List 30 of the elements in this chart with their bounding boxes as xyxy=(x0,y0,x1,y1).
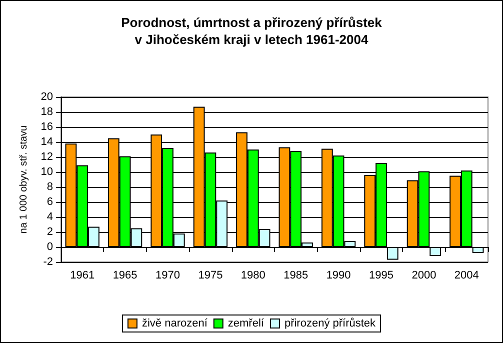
y-axis-title: na 1 000 obyv. stř. stavu xyxy=(18,125,30,234)
bar xyxy=(472,247,484,253)
y-tick-label: 10 xyxy=(40,166,53,178)
y-tick-label: 0 xyxy=(46,241,53,253)
y-tick-label: 4 xyxy=(46,211,53,223)
y-tick-label: 8 xyxy=(46,181,53,193)
x-tick-label: 1985 xyxy=(284,270,308,282)
x-tick-label: 1990 xyxy=(326,270,351,282)
legend-label: živě narození xyxy=(142,318,208,330)
y-tick-label: 20 xyxy=(40,91,53,103)
x-tick-label: 2000 xyxy=(412,270,436,282)
y-tick-label: 2 xyxy=(46,226,53,238)
y-tick-label: 6 xyxy=(46,196,53,208)
x-tick-label: 1980 xyxy=(240,270,266,282)
x-tick-label: 1965 xyxy=(112,270,138,282)
x-tick-label: 1995 xyxy=(369,270,394,282)
y-tick-label: 18 xyxy=(40,106,53,118)
y-tick-label: -2 xyxy=(43,256,53,268)
x-tick-label: 2004 xyxy=(454,270,479,282)
y-tick-label: 14 xyxy=(40,136,53,148)
legend-label: zemřelí xyxy=(228,318,265,330)
x-tick-label: 1961 xyxy=(70,270,95,282)
chart-title: Porodnost, úmrtnost a přirozený přírůstek v Jihočeském kraji v letech 1961-2004 xyxy=(121,15,383,47)
y-tick-label: 12 xyxy=(40,151,53,163)
bar xyxy=(430,247,442,256)
x-tick-label: 1975 xyxy=(198,270,223,282)
bar xyxy=(386,247,398,260)
y-tick-label: 16 xyxy=(40,121,53,133)
x-tick-label: 1970 xyxy=(156,270,180,282)
legend-label: přirozený přírůstek xyxy=(284,318,376,330)
